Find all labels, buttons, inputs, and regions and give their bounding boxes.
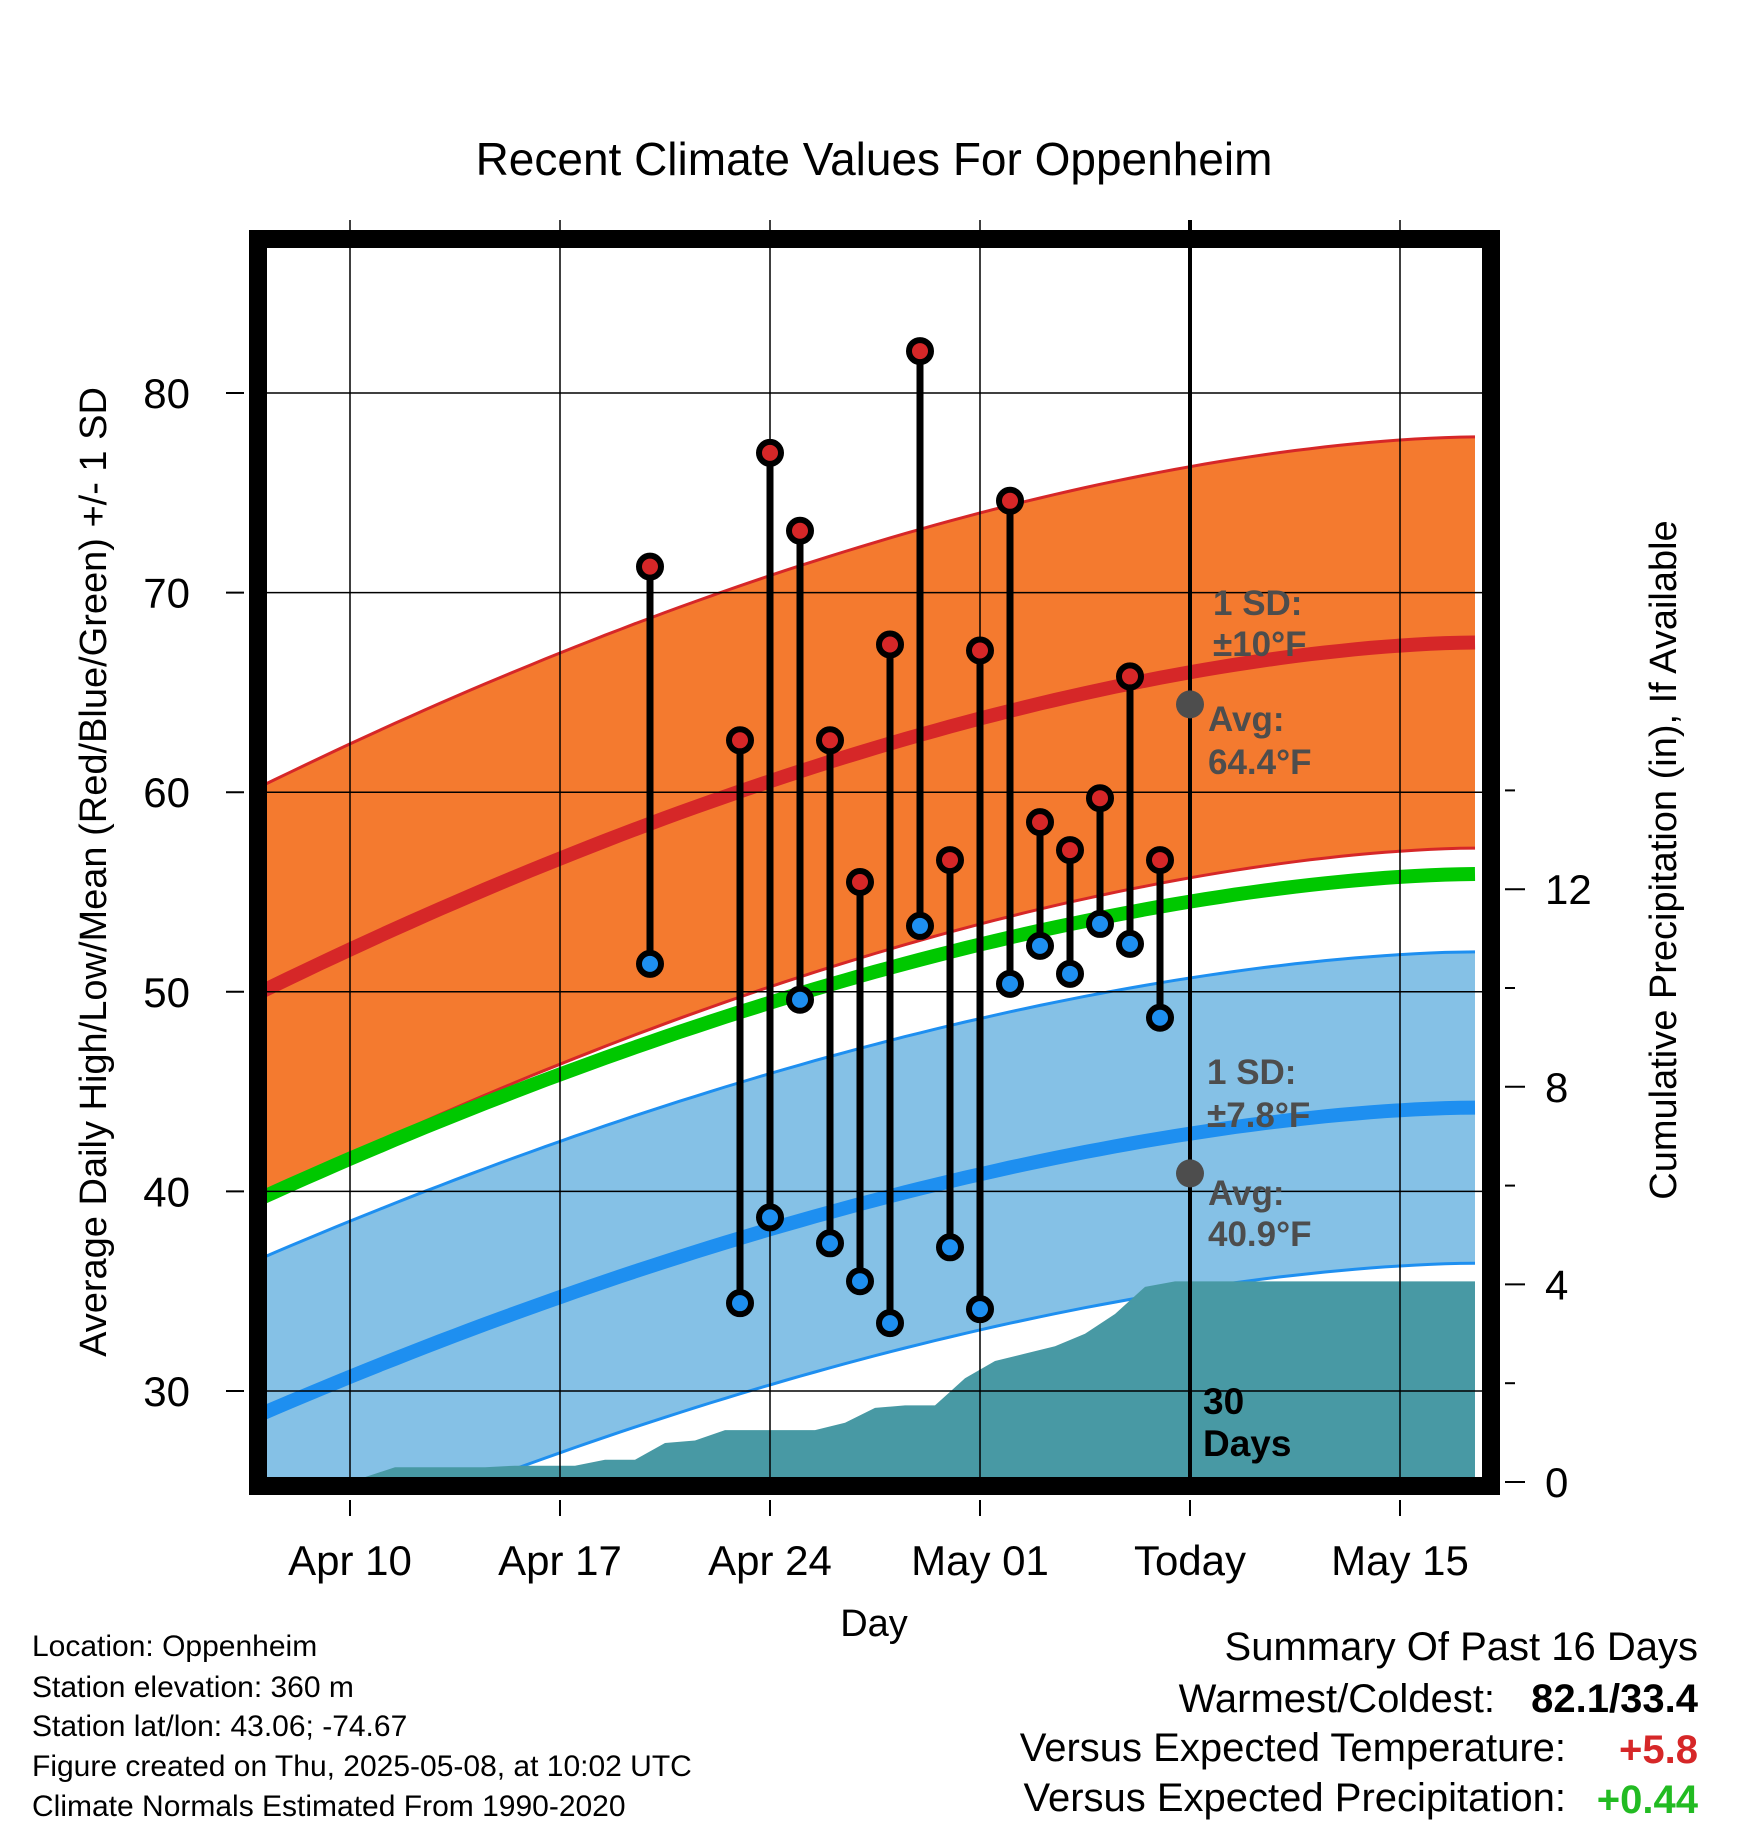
y2-tick-label: 8 bbox=[1545, 1064, 1568, 1111]
y-axis-label: Average Daily High/Low/Mean (Red/Blue/Gr… bbox=[73, 387, 115, 1357]
low-temp-point bbox=[996, 969, 1024, 998]
high-sd-band bbox=[262, 436, 1475, 1198]
low-temp-point bbox=[936, 1233, 964, 1262]
precip-area bbox=[262, 1281, 1475, 1482]
low-temp-point bbox=[906, 911, 934, 940]
footer-latlon: Station lat/lon: 43.06; -74.67 bbox=[32, 1710, 407, 1743]
summary-warmest-value: 82.1/33.4 bbox=[1531, 1677, 1699, 1721]
annotations: 1 SD: ±10°F Avg: 64.4°F 1 SD: ±7.8°F Avg… bbox=[1203, 584, 1312, 1464]
x-tick-label: Apr 24 bbox=[708, 1537, 832, 1584]
low-temp-point bbox=[786, 985, 814, 1014]
summary-temp-label: Versus Expected Temperature: bbox=[1020, 1726, 1566, 1770]
high-temp-point bbox=[1056, 836, 1084, 865]
y-tick-label: 50 bbox=[143, 969, 190, 1016]
high-temp-point bbox=[846, 868, 874, 897]
summary-precip-value: +0.44 bbox=[1597, 1778, 1699, 1822]
high-temp-point bbox=[1086, 784, 1114, 813]
footer-created: Figure created on Thu, 2025-05-08, at 10… bbox=[32, 1750, 692, 1783]
low-sd-label: 1 SD: bbox=[1207, 1053, 1296, 1092]
today-high-avg-dot bbox=[1176, 690, 1204, 719]
y2-axis-label: Cumulative Precipitation (in), If Availa… bbox=[1643, 520, 1685, 1199]
high-temp-point bbox=[996, 486, 1024, 515]
plot-frame bbox=[249, 230, 1500, 1495]
footer-location: Location: Oppenheim bbox=[32, 1630, 317, 1663]
high-sd-value: ±10°F bbox=[1213, 625, 1307, 664]
low-temp-point bbox=[756, 1203, 784, 1232]
x-axis-label: Day bbox=[840, 1603, 908, 1645]
high-temp-point bbox=[966, 636, 994, 665]
high-sd-upper-edge bbox=[262, 435, 1476, 788]
x-tick-label: May 15 bbox=[1331, 1537, 1469, 1584]
high-temp-point bbox=[726, 726, 754, 755]
high-temp-point bbox=[1146, 846, 1174, 875]
high-temp-point bbox=[636, 552, 664, 581]
y2-tick-label: 12 bbox=[1545, 866, 1592, 913]
x-tick-label: Today bbox=[1134, 1537, 1246, 1584]
x-tick-label: Apr 17 bbox=[498, 1537, 622, 1584]
days-label: Days bbox=[1203, 1423, 1291, 1464]
days-count: 30 bbox=[1203, 1381, 1244, 1422]
summary-precip-label: Versus Expected Precipitation: bbox=[1023, 1776, 1566, 1820]
y2-tick-label: 4 bbox=[1545, 1261, 1568, 1308]
low-temp-point bbox=[1026, 931, 1054, 960]
today-low-avg-dot bbox=[1176, 1159, 1204, 1188]
high-temp-point bbox=[1026, 808, 1054, 837]
y-tick-label: 30 bbox=[143, 1368, 190, 1415]
y-tick-label: 40 bbox=[143, 1168, 190, 1215]
high-avg-label: Avg: bbox=[1208, 700, 1284, 739]
low-temp-point bbox=[816, 1229, 844, 1258]
low-temp-point bbox=[1116, 929, 1144, 958]
high-temp-point bbox=[876, 630, 904, 659]
axes: 30 40 50 60 70 80 0 4 8 12 Apr 10 Apr 17 Apr 24 May 0… bbox=[143, 370, 1591, 1584]
low-temp-point bbox=[1056, 959, 1084, 988]
high-temp-point bbox=[906, 337, 934, 366]
low-temp-point bbox=[876, 1309, 904, 1338]
x-tick-label: May 01 bbox=[911, 1537, 1049, 1584]
low-temp-point bbox=[1086, 909, 1114, 938]
low-temp-point bbox=[636, 949, 664, 978]
summary-temp-value: +5.8 bbox=[1619, 1728, 1698, 1772]
low-temp-point bbox=[846, 1267, 874, 1296]
y-tick-label: 80 bbox=[143, 370, 190, 417]
low-avg-value: 40.9°F bbox=[1208, 1215, 1312, 1254]
high-avg-line bbox=[262, 635, 1476, 1000]
x-tick-label: Apr 10 bbox=[288, 1537, 412, 1584]
summary: Summary Of Past 16 Days Warmest/Coldest:… bbox=[1020, 1625, 1699, 1822]
low-temp-point bbox=[1146, 1003, 1174, 1032]
low-avg-label: Avg: bbox=[1208, 1174, 1284, 1213]
low-temp-point bbox=[726, 1289, 754, 1318]
low-sd-value: ±7.8°F bbox=[1207, 1096, 1310, 1135]
high-temp-point bbox=[816, 726, 844, 755]
y-tick-label: 60 bbox=[143, 769, 190, 816]
high-sd-label: 1 SD: bbox=[1213, 584, 1302, 623]
summary-warmest-label: Warmest/Coldest: bbox=[1179, 1677, 1495, 1721]
summary-title: Summary Of Past 16 Days bbox=[1225, 1625, 1698, 1669]
high-temp-point bbox=[1116, 662, 1144, 691]
footer-elevation: Station elevation: 360 m bbox=[32, 1671, 354, 1704]
high-temp-point bbox=[936, 846, 964, 875]
high-temp-point bbox=[786, 516, 814, 545]
data-layer bbox=[636, 337, 1174, 1338]
chart-title: Recent Climate Values For Oppenheim bbox=[476, 133, 1273, 185]
low-sd-lower-edge bbox=[475, 1261, 1476, 1482]
low-sd-band bbox=[262, 951, 1475, 1482]
footer-normals: Climate Normals Estimated From 1990-2020 bbox=[32, 1790, 626, 1823]
y2-tick-label: 0 bbox=[1545, 1459, 1568, 1506]
footer: Location: Oppenheim Station elevation: 3… bbox=[32, 1630, 692, 1823]
low-temp-point bbox=[966, 1295, 994, 1324]
plot-border bbox=[249, 230, 1500, 1495]
high-avg-value: 64.4°F bbox=[1208, 743, 1312, 782]
y-tick-label: 70 bbox=[143, 570, 190, 617]
high-temp-point bbox=[756, 438, 784, 467]
